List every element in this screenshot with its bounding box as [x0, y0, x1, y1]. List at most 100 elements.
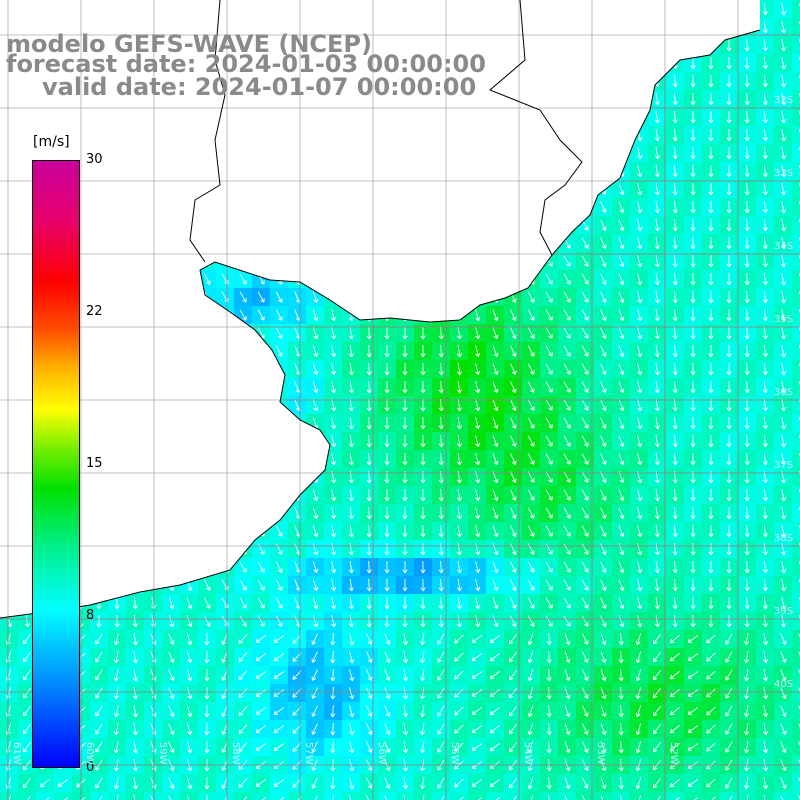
wind-cell [0, 702, 19, 721]
wind-arrow [545, 399, 553, 411]
wind-cell [612, 630, 631, 649]
wind-arrow [654, 147, 660, 160]
wind-cell [666, 504, 685, 523]
wind-cell [720, 54, 739, 73]
wind-arrow [726, 254, 732, 268]
wind-cell [72, 792, 91, 800]
wind-cell [414, 756, 433, 775]
colorbar-tick: 15 [86, 456, 103, 471]
wind-arrow [475, 363, 481, 376]
wind-arrow [654, 291, 660, 304]
wind-cell [468, 630, 487, 649]
wind-arrow [492, 453, 499, 466]
wind-arrow [690, 164, 696, 178]
wind-cell [720, 684, 739, 703]
wind-cell [108, 792, 127, 800]
wind-cell [720, 792, 739, 800]
wind-arrow [348, 416, 354, 430]
wind-cell [486, 756, 505, 775]
wind-cell [396, 594, 415, 613]
wind-cell [738, 594, 757, 613]
wind-cell [270, 774, 289, 793]
wind-cell [720, 144, 739, 163]
wind-arrow [690, 290, 696, 304]
wind-cell [630, 792, 649, 800]
wind-cell [738, 216, 757, 235]
wind-arrow [366, 452, 372, 466]
wind-cell [360, 594, 379, 613]
wind-cell [414, 486, 433, 505]
wind-arrow [563, 255, 571, 267]
wind-cell [720, 774, 739, 793]
wind-arrow [762, 38, 768, 52]
wind-cell [360, 612, 379, 631]
wind-cell [414, 504, 433, 523]
wind-cell [432, 468, 451, 487]
wind-arrow [563, 381, 571, 393]
wind-cell [90, 684, 109, 703]
wind-arrow [726, 128, 732, 142]
wind-arrow [312, 489, 319, 502]
wind-arrow [762, 398, 768, 412]
wind-arrow [654, 345, 660, 358]
wind-cell [702, 252, 721, 271]
wind-cell [738, 450, 757, 469]
wind-arrow [690, 56, 696, 70]
wind-cell [414, 666, 433, 685]
wind-arrow [581, 453, 589, 465]
wind-cell [792, 144, 800, 163]
lon-label: 60W [84, 742, 95, 765]
wind-cell [324, 648, 343, 667]
wind-cell [612, 738, 631, 757]
wind-cell [702, 72, 721, 91]
wind-cell [720, 198, 739, 217]
wind-arrow [781, 21, 787, 34]
wind-arrow [563, 453, 571, 465]
wind-arrow [762, 380, 768, 394]
wind-arrow [366, 344, 372, 358]
title-valid-date: valid date: 2024-01-07 00:00:00 [42, 73, 477, 101]
wind-arrow [312, 345, 319, 358]
wind-cell [468, 792, 487, 800]
wind-cell [0, 666, 19, 685]
wind-arrow [762, 416, 768, 430]
wind-cell [216, 702, 235, 721]
wind-cell [90, 738, 109, 757]
wind-arrow [726, 110, 732, 124]
wind-cell [702, 522, 721, 541]
wind-arrow [654, 363, 660, 376]
wind-arrow [690, 236, 696, 250]
wind-cell [414, 414, 433, 433]
wind-cell [360, 486, 379, 505]
wind-arrow [744, 74, 750, 88]
wind-cell [702, 486, 721, 505]
wind-cell [738, 108, 757, 127]
wind-cell [738, 666, 757, 685]
wind-arrow [781, 363, 787, 376]
wind-arrow [781, 237, 787, 250]
wind-arrow [781, 57, 787, 70]
wind-cell [666, 522, 685, 541]
wind-cell [738, 306, 757, 325]
wind-cell [666, 90, 685, 109]
wind-cell [288, 774, 307, 793]
wind-cell [666, 738, 685, 757]
wind-arrow [708, 56, 714, 70]
wind-arrow [726, 398, 732, 412]
wind-arrow [654, 201, 660, 214]
wind-cell [504, 666, 523, 685]
wind-cell [198, 666, 217, 685]
wind-cell [684, 108, 703, 127]
wind-cell [738, 684, 757, 703]
wind-cell [108, 630, 127, 649]
wind-arrow [312, 327, 319, 340]
wind-cell [360, 396, 379, 415]
wind-arrow [618, 453, 625, 466]
wind-arrow [726, 164, 732, 178]
wind-cell [252, 720, 271, 739]
wind-cell [216, 666, 235, 685]
wind-cell [702, 360, 721, 379]
wind-arrow [456, 399, 462, 412]
wind-arrow [744, 434, 750, 448]
wind-cell [702, 738, 721, 757]
